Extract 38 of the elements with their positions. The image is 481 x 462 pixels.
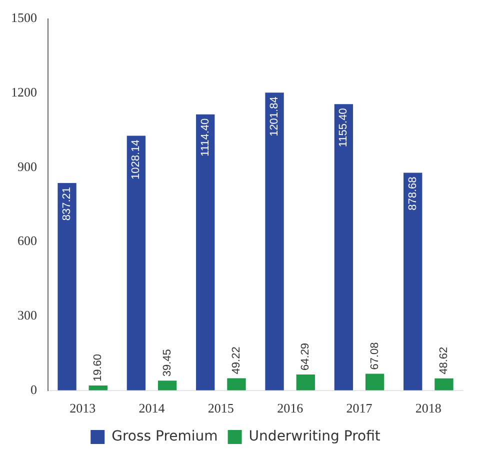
x-tick-label: 2013 [70,400,96,416]
bar [265,92,284,390]
text: 1201.84 [268,96,281,136]
y-tick-label: 1200 [11,84,37,100]
y-tick-label: 0 [30,382,37,397]
bar [58,182,76,390]
y-tick-label: 1500 [11,10,37,26]
text: 67.08 [368,342,381,370]
x-tick-label: 2017 [346,400,373,416]
text: 1114.40 [199,118,212,156]
text: 48.62 [438,346,450,374]
bar [158,380,177,390]
bar [296,374,315,390]
legend-label: Gross Premium [112,428,218,445]
y-tick-label: 600 [18,233,37,248]
y-tick-label: 900 [18,158,37,174]
bar [365,374,384,390]
legend-label: Underwriting Profit [248,428,381,445]
bar [196,114,215,390]
text: 39.45 [161,349,174,377]
y-tick-label: 300 [18,308,37,322]
x-tick-label: 2014 [138,400,166,416]
x-tick-label: 2016 [277,400,304,416]
x-tick-label: 2015 [208,400,234,416]
text: 837.21 [61,186,74,221]
bar [227,378,246,390]
text: 878.68 [406,176,419,210]
bar [334,104,354,390]
text: 49.22 [230,346,243,374]
bar [88,386,108,390]
bar [404,172,422,390]
bar [126,136,146,390]
text: 19.60 [92,354,104,382]
text: 1028.14 [130,140,142,180]
x-tick-label: 2018 [415,400,442,416]
bar [434,378,454,390]
text: 64.29 [300,342,312,370]
text: 1155.40 [338,108,350,148]
